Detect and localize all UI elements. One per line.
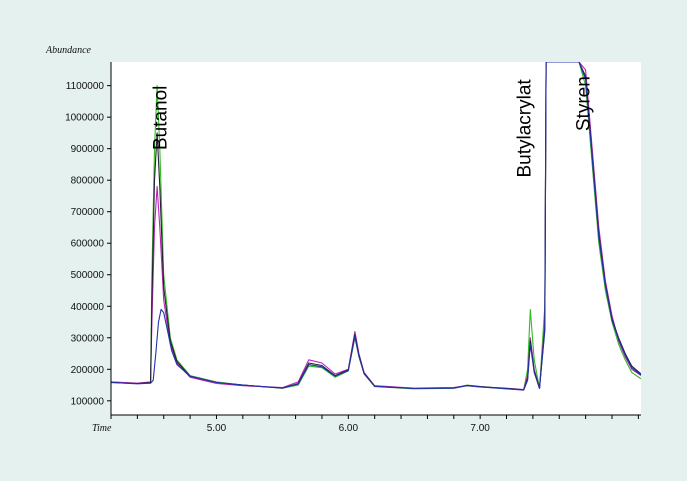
x-tick-label: 6.00: [339, 423, 359, 434]
y-tick-label: 700000: [71, 207, 105, 218]
y-axis-title: Abundance: [45, 45, 92, 56]
series-layer: [111, 62, 641, 391]
y-tick-label: 1000000: [65, 113, 104, 124]
y-tick-label: 1100000: [66, 81, 105, 92]
y-ticks: 100000 200000 300000 400000 500000 600000 7000…: [65, 81, 111, 407]
y-tick-label: 300000: [71, 333, 105, 344]
y-tick-label: 800000: [71, 176, 105, 187]
peak-annotations: Butanol Butylacrylat Styren: [150, 76, 594, 177]
x-axis-title: Time: [92, 423, 112, 434]
y-tick-label: 900000: [71, 144, 105, 155]
plot-area: [111, 62, 641, 415]
x-tick-label: 5.00: [207, 423, 227, 434]
x-ticks: 5.00 6.00 7.00: [110, 415, 639, 434]
x-tick-label: 7.00: [470, 423, 490, 434]
peak-label: Styren: [574, 76, 595, 131]
y-tick-label: 100000: [71, 396, 105, 407]
peak-label: Butylacrylat: [514, 79, 535, 178]
series-line-4: [111, 62, 641, 391]
y-tick-label: 400000: [71, 302, 105, 313]
y-tick-label: 500000: [71, 270, 105, 281]
y-tick-label: 600000: [71, 239, 105, 250]
peak-label: Butanol: [150, 86, 171, 150]
y-tick-label: 200000: [71, 365, 105, 376]
